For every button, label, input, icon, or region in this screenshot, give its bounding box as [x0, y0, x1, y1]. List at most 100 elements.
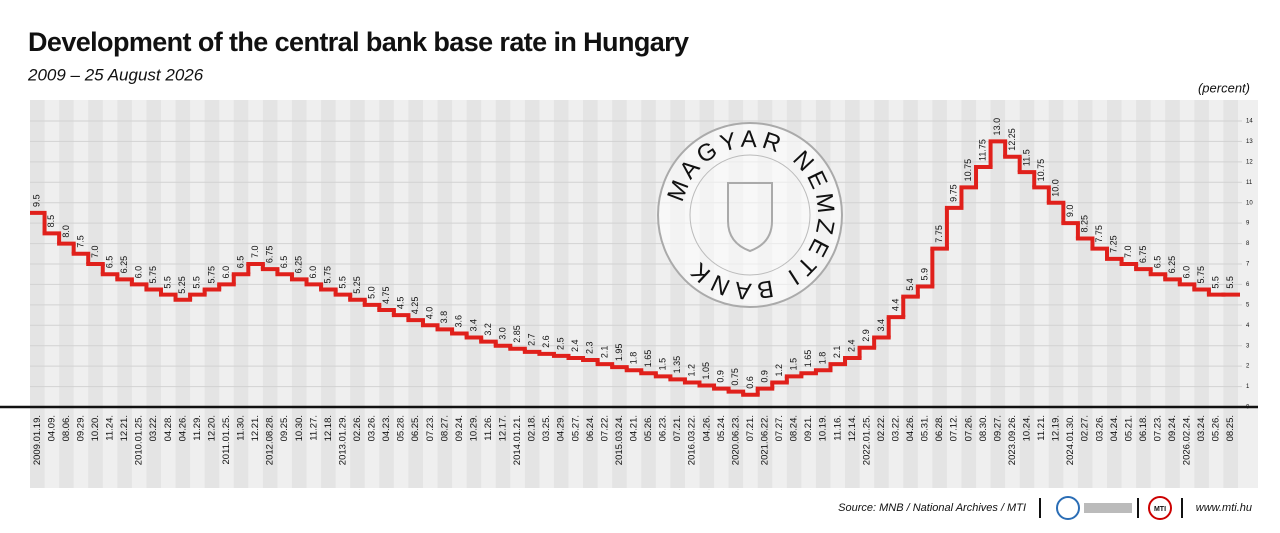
x-tick-label: 07.23. [425, 415, 436, 441]
x-tick-label: 04.28. [163, 415, 174, 441]
value-label: 3.8 [439, 311, 449, 324]
source: Source: MNB / National Archives / MTI [838, 502, 1026, 514]
x-tick-label: 11.21. [1036, 415, 1047, 441]
x-tick-label: 10.19. [818, 415, 829, 441]
x-tick-label: 2020.06.23. [730, 415, 741, 465]
column-band [845, 100, 860, 488]
column-band [612, 100, 627, 488]
x-tick-label: 07.26. [963, 415, 974, 441]
y-tick-label: 1 [1246, 384, 1250, 390]
x-tick-label: 06.25. [410, 415, 421, 441]
value-label: 8.5 [46, 215, 56, 228]
value-label: 8.0 [61, 225, 71, 238]
x-tick-label: 05.26. [643, 415, 654, 441]
x-tick-label: 05.21. [1123, 415, 1134, 441]
website: www.mti.hu [1196, 502, 1252, 514]
column-band [59, 100, 74, 488]
y-tick-label: 2 [1246, 364, 1250, 370]
x-tick-label: 2013.01.29. [337, 415, 348, 465]
value-label: 4.4 [890, 299, 900, 312]
column-band [1136, 100, 1151, 488]
x-tick-label: 04.23. [381, 415, 392, 441]
column-band [117, 100, 132, 488]
value-label: 2.3 [585, 341, 595, 354]
value-label: 5.4 [905, 278, 915, 291]
x-tick-label: 2012.08.28. [265, 415, 276, 465]
value-label: 2.9 [861, 329, 871, 342]
x-tick-label: 04.29. [556, 415, 567, 441]
value-label: 2.4 [570, 339, 580, 352]
x-tick-label: 02.27. [1080, 415, 1091, 441]
value-label: 7.25 [1109, 235, 1119, 253]
x-tick-label: 07.22. [599, 415, 610, 441]
value-label: 2.1 [832, 346, 842, 359]
mti-logo-text: MTI [1154, 506, 1166, 513]
y-tick-label: 13 [1246, 139, 1253, 145]
column-band [553, 100, 569, 488]
x-tick-label: 02.18. [527, 415, 538, 441]
x-tick-label: 06.28. [934, 415, 945, 441]
y-tick-label: 12 [1246, 159, 1253, 165]
value-label: 6.75 [265, 246, 275, 264]
x-tick-label: 04.26. [905, 415, 916, 441]
value-label: 2.6 [541, 335, 551, 348]
column-band [30, 100, 45, 488]
value-label: 7.0 [90, 245, 100, 258]
value-label: 2.5 [556, 337, 566, 350]
x-tick-label: 12.21. [250, 415, 261, 441]
value-label: 1.5 [788, 358, 798, 371]
value-label: 4.5 [396, 297, 406, 310]
x-tick-label: 2010.01.25. [134, 415, 145, 465]
column-band [874, 100, 889, 488]
x-tick-label: 12.14. [847, 415, 858, 441]
value-label: 5.5 [1225, 276, 1235, 289]
x-tick-label: 2014.01.21. [512, 415, 523, 465]
x-tick-label: 04.26. [701, 415, 712, 441]
x-tick-label: 07.21. [745, 415, 756, 441]
x-tick-label: 07.21. [672, 415, 683, 441]
value-label: 0.9 [716, 370, 726, 383]
value-label: 3.0 [497, 327, 507, 340]
value-label: 5.75 [148, 266, 158, 284]
value-label: 7.75 [1094, 225, 1104, 243]
x-tick-label: 12.21. [119, 415, 130, 441]
x-tick-label: 05.31. [920, 415, 931, 441]
x-tick-label: 06.18. [1138, 415, 1149, 441]
value-label: 2.4 [847, 339, 857, 352]
x-tick-label: 03.26. [1094, 415, 1105, 441]
value-label: 6.25 [1167, 256, 1177, 274]
column-band [1077, 100, 1093, 488]
value-label: 4.25 [410, 297, 420, 315]
x-tick-label: 2009.01.19. [32, 415, 43, 465]
plot-area: 01234567891011121314MAGYAR NEMZETI BANK9… [0, 100, 1258, 488]
x-tick-label: 2021.06.22. [760, 415, 771, 465]
value-label: 7.5 [75, 235, 85, 248]
value-label: 1.8 [628, 352, 638, 365]
value-label: 1.35 [672, 356, 682, 374]
x-tick-label: 03.22. [890, 415, 901, 441]
column-band [233, 100, 249, 488]
value-label: 6.25 [119, 256, 129, 274]
value-label: 5.75 [206, 266, 216, 284]
x-tick-label: 11.24. [105, 415, 116, 441]
value-label: 1.05 [701, 362, 711, 380]
value-label: 5.75 [323, 266, 333, 284]
x-tick-label: 2022.01.25. [861, 415, 872, 465]
x-tick-label: 09.24. [454, 415, 465, 441]
value-label: 3.4 [876, 319, 886, 332]
watermark-seal-inner [689, 154, 811, 276]
x-tick-label: 04.24. [1109, 415, 1120, 441]
x-tick-label: 03.26. [367, 415, 378, 441]
y-tick-label: 9 [1246, 221, 1250, 227]
x-tick-label: 10.20. [90, 415, 101, 441]
x-tick-label: 09.29. [75, 415, 86, 441]
value-label: 5.5 [163, 276, 173, 289]
x-tick-label: 2015.03.24. [614, 415, 625, 465]
value-label: 6.5 [104, 256, 114, 269]
value-label: 3.2 [483, 323, 493, 336]
column-band [204, 100, 220, 488]
x-tick-label: 12.20. [206, 415, 217, 441]
value-label: 1.5 [657, 358, 667, 371]
column-band [1165, 100, 1180, 488]
